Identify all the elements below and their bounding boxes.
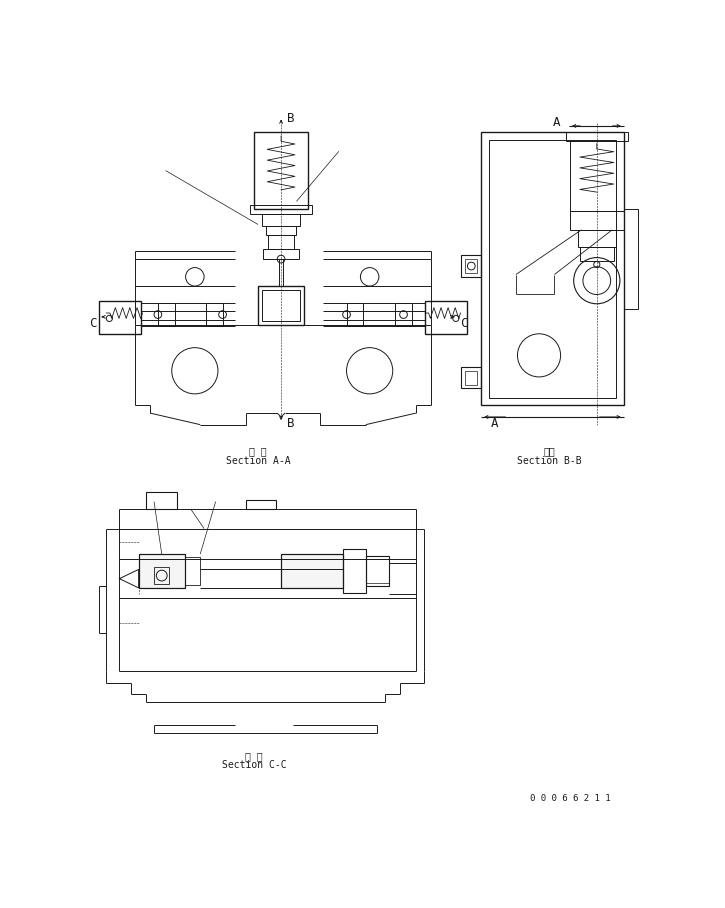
Bar [281, 554, 343, 587]
Bar [489, 140, 616, 398]
Bar [158, 303, 175, 326]
Bar [566, 132, 628, 142]
Text: Section C-C: Section C-C [222, 760, 286, 770]
Bar [146, 492, 177, 509]
Bar [578, 230, 616, 247]
Bar [262, 214, 300, 226]
Bar [343, 549, 366, 593]
Bar [580, 247, 614, 261]
Bar [250, 205, 312, 214]
Bar [268, 235, 294, 249]
Text: 0 0 0 6 6 2 1 1: 0 0 0 6 6 2 1 1 [529, 794, 610, 803]
Text: C: C [460, 317, 468, 330]
Bar [570, 211, 624, 230]
Bar [281, 554, 343, 587]
Bar [481, 132, 624, 405]
Bar [465, 259, 478, 273]
Bar [347, 303, 363, 326]
Bar [154, 568, 170, 584]
Text: A: A [553, 116, 560, 129]
Bar [425, 301, 468, 334]
Bar [254, 132, 308, 209]
Text: B: B [287, 417, 295, 429]
Bar [185, 558, 200, 585]
Bar [366, 556, 389, 587]
Bar [99, 301, 141, 334]
Bar [138, 554, 185, 587]
Text: B: B [287, 113, 295, 125]
Bar [262, 290, 300, 321]
Text: Section B-B: Section B-B [517, 456, 581, 466]
Bar [263, 249, 299, 259]
Bar [461, 367, 481, 389]
Bar [465, 370, 478, 385]
Bar [624, 209, 637, 309]
Text: 断 面: 断 面 [245, 751, 263, 761]
Bar [366, 559, 389, 583]
Text: A: A [491, 417, 498, 429]
Bar [247, 500, 276, 509]
Bar [265, 226, 297, 235]
Text: 断面: 断面 [543, 447, 555, 457]
Bar [570, 142, 624, 211]
Text: 断 面: 断 面 [249, 447, 267, 457]
Text: Section A-A: Section A-A [225, 456, 290, 466]
Bar [461, 255, 481, 277]
Bar [395, 303, 412, 326]
Bar [258, 286, 304, 324]
Bar [207, 303, 223, 326]
Bar [138, 554, 185, 587]
Text: C: C [88, 317, 96, 330]
